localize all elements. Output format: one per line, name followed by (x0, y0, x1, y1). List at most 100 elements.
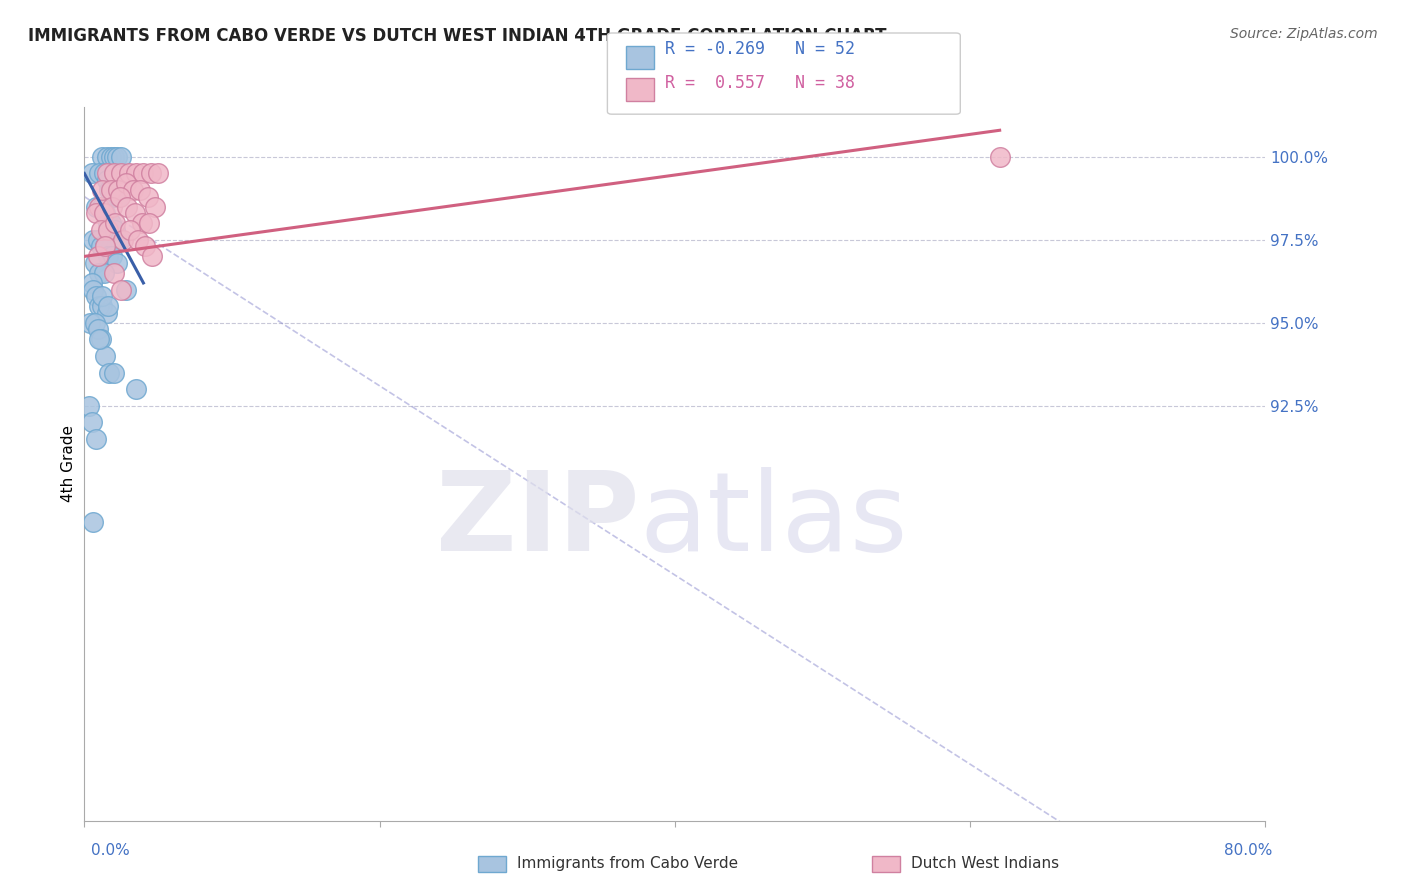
Point (84, 200, 107, 214)
Point (103, 366, 125, 380)
Point (91, 299, 114, 313)
Point (138, 216, 160, 230)
Point (125, 382, 148, 396)
Point (100, 216, 122, 230)
Point (105, 150, 128, 164)
Point (103, 150, 125, 164)
Point (84, 432, 107, 446)
Point (82, 283, 104, 297)
Point (127, 233, 149, 247)
Point (89, 266, 111, 280)
Point (124, 206, 146, 220)
Point (110, 166, 132, 180)
Point (89, 299, 111, 313)
Point (143, 200, 166, 214)
Point (96, 150, 118, 164)
Point (83, 316, 105, 330)
Point (148, 166, 170, 180)
Point (103, 189, 125, 203)
Point (139, 166, 162, 180)
Point (80, 276, 103, 290)
Point (104, 216, 127, 230)
Point (108, 189, 131, 203)
Point (132, 166, 155, 180)
Point (122, 183, 145, 197)
Text: 80.0%: 80.0% (1225, 843, 1272, 858)
Point (89, 166, 111, 180)
Point (103, 166, 125, 180)
Point (91, 183, 114, 197)
Text: Immigrants from Cabo Verde: Immigrants from Cabo Verde (517, 856, 738, 871)
Point (97, 216, 120, 230)
Point (94, 349, 117, 363)
Point (96, 173, 118, 187)
Text: 0.0%: 0.0% (91, 843, 131, 858)
Point (98, 183, 121, 197)
Text: IMMIGRANTS FROM CABO VERDE VS DUTCH WEST INDIAN 4TH GRADE CORRELATION CHART: IMMIGRANTS FROM CABO VERDE VS DUTCH WEST… (28, 27, 887, 45)
Point (94, 239, 117, 253)
Point (107, 189, 129, 203)
Text: R = -0.269   N = 52: R = -0.269 N = 52 (665, 40, 855, 58)
Point (141, 249, 163, 263)
Point (114, 283, 136, 297)
Point (94, 239, 117, 253)
Point (120, 223, 142, 237)
Point (89, 200, 111, 214)
Y-axis label: 4th Grade: 4th Grade (60, 425, 76, 502)
Point (90, 332, 112, 346)
Text: R =  0.557   N = 38: R = 0.557 N = 38 (665, 74, 855, 92)
Text: Source: ZipAtlas.com: Source: ZipAtlas.com (1230, 27, 1378, 41)
Point (89, 332, 111, 346)
Point (96, 166, 118, 180)
Point (98, 366, 121, 380)
Point (90, 239, 112, 253)
Point (101, 200, 124, 214)
Point (93, 206, 115, 220)
Point (94, 206, 117, 220)
Point (79, 316, 101, 330)
Point (129, 183, 152, 197)
Point (134, 239, 156, 253)
Text: Dutch West Indians: Dutch West Indians (911, 856, 1059, 871)
Point (111, 233, 134, 247)
Point (114, 177, 136, 191)
Text: atlas: atlas (640, 467, 908, 574)
Point (83, 256, 105, 270)
Point (77, 399, 100, 413)
Point (136, 189, 159, 203)
Point (104, 223, 127, 237)
Point (82, 233, 104, 247)
Point (100, 183, 122, 197)
Point (108, 233, 131, 247)
Point (96, 306, 118, 320)
Point (91, 289, 114, 303)
Point (80, 415, 103, 429)
Point (82, 515, 104, 529)
Point (110, 283, 132, 297)
Point (86, 249, 108, 263)
Point (118, 166, 141, 180)
Point (125, 166, 148, 180)
Text: ZIP: ZIP (436, 467, 640, 574)
Point (100, 150, 122, 164)
Point (80, 166, 103, 180)
Point (93, 166, 115, 180)
Point (84, 289, 107, 303)
Point (115, 200, 138, 214)
Point (110, 150, 132, 164)
Point (101, 249, 124, 263)
Point (86, 233, 108, 247)
Point (91, 150, 114, 164)
Point (90, 223, 112, 237)
Point (105, 256, 128, 270)
Point (86, 322, 108, 336)
Point (107, 183, 129, 197)
Point (97, 223, 120, 237)
Point (988, 150, 1011, 164)
Point (131, 216, 153, 230)
Point (91, 200, 114, 214)
Point (84, 206, 107, 220)
Point (103, 266, 125, 280)
Point (93, 266, 115, 280)
Point (97, 249, 120, 263)
